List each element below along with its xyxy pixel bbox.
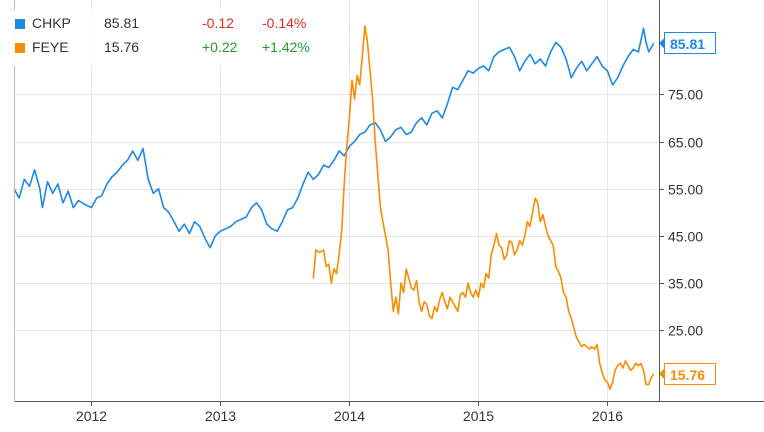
series-line-feye <box>312 25 655 390</box>
legend-change: -0.12 <box>202 15 234 31</box>
legend-swatch-chkp <box>15 19 25 29</box>
x-tick-label: 2014 <box>334 408 365 424</box>
x-tick-label: 2012 <box>76 408 107 424</box>
legend-change: +0.22 <box>202 39 238 55</box>
last-value-pointer-feye <box>659 367 665 380</box>
legend-row-feye: FEYE 15.76 +0.22 +1.42% <box>10 38 318 60</box>
legend-last-value: 15.76 <box>104 39 140 55</box>
legend-ticker: FEYE <box>32 39 69 55</box>
chart-grid <box>14 0 659 401</box>
last-value-tag-feye: 15.76 <box>664 362 716 385</box>
y-tick-label: 65.00 <box>668 135 703 151</box>
chart-axes <box>14 0 764 402</box>
y-axis-ticks: 75.00 65.00 55.00 45.00 35.00 25.00 <box>659 87 703 339</box>
x-tick-label: 2016 <box>592 408 623 424</box>
x-axis-ticks: 2012 2013 2014 2015 2016 <box>76 401 623 424</box>
y-tick-label: 75.00 <box>668 87 703 103</box>
x-tick-label: 2013 <box>205 408 236 424</box>
last-value-pointer-chkp <box>659 37 665 50</box>
legend-row-chkp: CHKP 85.81 -0.12 -0.14% <box>10 14 318 36</box>
legend-change-percent: +1.42% <box>262 39 310 55</box>
y-tick-label: 55.00 <box>668 182 703 198</box>
chart-series-layer <box>13 25 665 390</box>
y-tick-label: 45.00 <box>668 229 703 245</box>
series-line-chkp <box>13 27 655 249</box>
legend-swatch-feye <box>15 43 25 53</box>
legend-change-percent: -0.14% <box>262 15 307 31</box>
x-tick-label: 2015 <box>463 408 494 424</box>
legend-last-value: 85.81 <box>104 15 140 31</box>
y-tick-label: 25.00 <box>668 323 703 339</box>
legend-ticker: CHKP <box>32 15 71 31</box>
last-value-tag-chkp: 85.81 <box>664 32 716 55</box>
y-tick-label: 35.00 <box>668 276 703 292</box>
legend: CHKP 85.81 -0.12 -0.14% FEYE 15.76 +0.22… <box>10 10 318 66</box>
